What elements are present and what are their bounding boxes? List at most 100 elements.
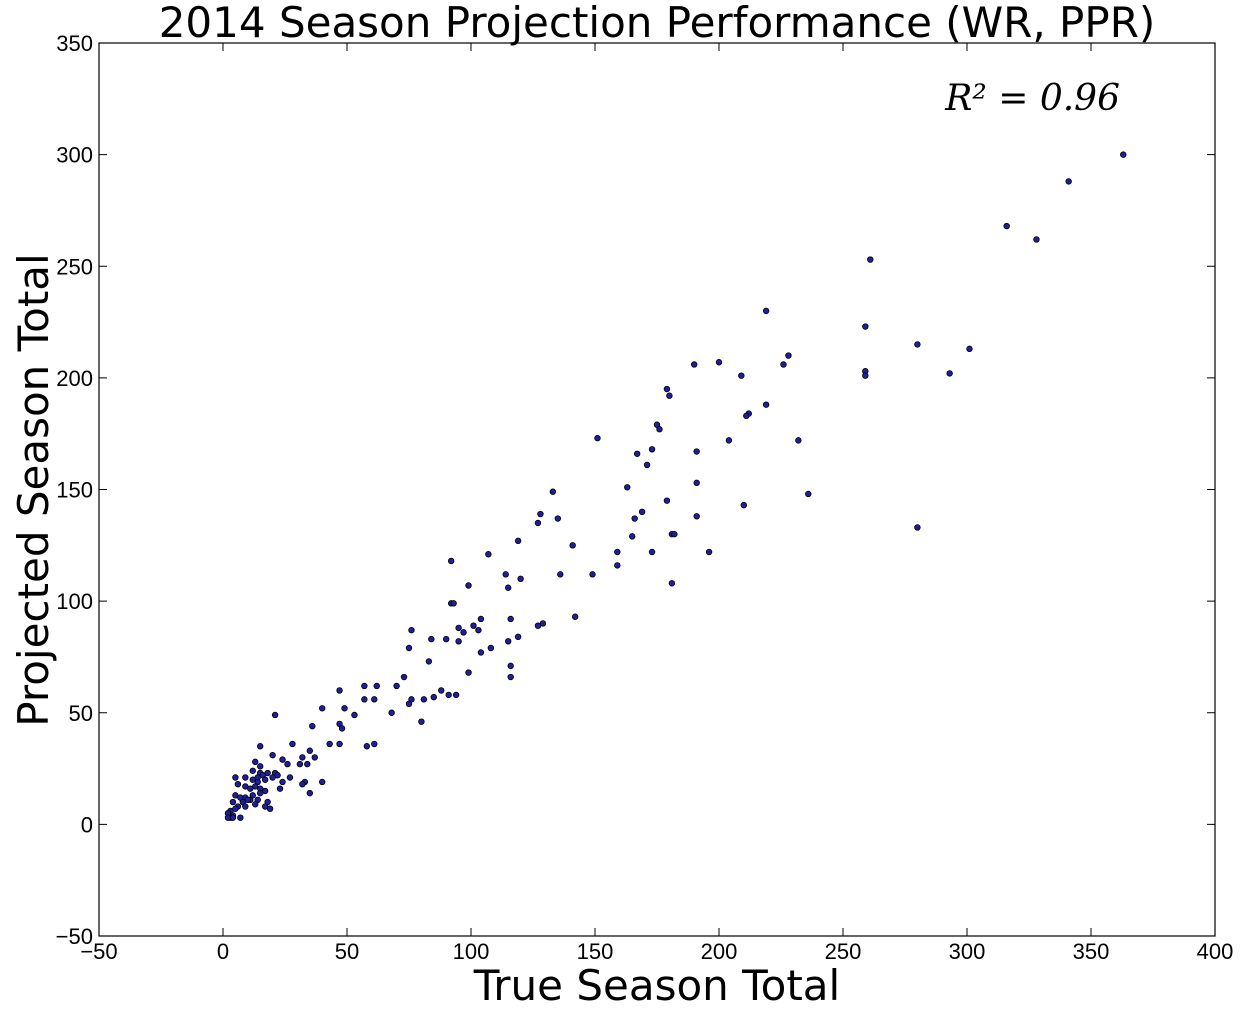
data-point (762, 307, 770, 315)
data-point (487, 644, 495, 652)
data-point (361, 682, 368, 690)
data-point (1033, 236, 1040, 243)
y-tick-label: 50 (69, 701, 93, 726)
data-point (740, 501, 747, 509)
data-point (443, 635, 450, 643)
data-point (862, 372, 869, 379)
data-point (505, 584, 512, 591)
x-tick-label: 300 (949, 939, 986, 964)
data-point (633, 450, 641, 457)
data-point (447, 557, 455, 565)
y-axis-label: Projected Season Total (9, 253, 58, 726)
data-point (400, 673, 408, 681)
data-point (795, 437, 802, 444)
data-point (914, 341, 921, 348)
data-point (405, 644, 413, 652)
data-point (266, 805, 274, 812)
data-point (505, 638, 512, 645)
data-point (306, 789, 313, 797)
data-point (252, 758, 259, 766)
data-point (249, 767, 256, 774)
data-point (420, 696, 428, 703)
data-point (966, 345, 973, 353)
data-point (296, 760, 304, 768)
data-point (304, 760, 311, 768)
y-tick-label: 100 (56, 589, 93, 614)
data-point (785, 352, 792, 359)
x-tick-label: −50 (80, 939, 117, 964)
data-point (534, 622, 542, 629)
data-point (624, 484, 631, 491)
data-point (475, 626, 482, 634)
data-point (237, 814, 244, 821)
data-point (643, 461, 651, 469)
data-point (571, 613, 579, 620)
data-point (430, 693, 437, 701)
data-point (276, 785, 284, 792)
data-point (279, 778, 286, 786)
data-point (271, 711, 279, 719)
x-tick-label: 400 (1197, 939, 1234, 964)
data-point (428, 635, 435, 643)
data-point (326, 740, 333, 748)
data-point (725, 437, 733, 444)
data-point (393, 682, 400, 690)
data-point (1003, 222, 1010, 230)
data-point (668, 580, 676, 587)
data-point (319, 778, 326, 786)
data-point (862, 323, 869, 330)
x-tick-label: 0 (217, 939, 229, 964)
data-point (257, 743, 264, 750)
data-point (264, 769, 271, 777)
y-tick-label: 250 (56, 254, 93, 279)
data-point (614, 548, 621, 556)
data-point (299, 754, 306, 761)
data-point (465, 669, 472, 676)
data-point (867, 256, 874, 263)
data-point (341, 705, 348, 712)
data-point (507, 615, 514, 623)
data-point (242, 774, 249, 781)
data-point (361, 696, 368, 703)
y-tick-label: 300 (56, 143, 93, 168)
chart-title: 2014 Season Projection Performance (WR, … (159, 0, 1156, 47)
data-point (517, 575, 524, 582)
data-point (311, 754, 318, 761)
x-axis-label: True Season Total (473, 961, 840, 1010)
data-point (336, 687, 343, 694)
data-point (691, 361, 698, 368)
data-point (229, 798, 237, 806)
data-point (465, 582, 472, 589)
data-point (629, 533, 636, 540)
data-point (656, 426, 663, 433)
plot-area (98, 42, 1216, 937)
data-point (554, 515, 561, 522)
data-point (425, 658, 433, 665)
data-point (502, 571, 509, 578)
x-tick-label: 200 (701, 939, 738, 964)
x-tick-label: 100 (453, 939, 490, 964)
data-point (705, 548, 713, 556)
data-point (452, 691, 460, 699)
data-point (284, 760, 291, 768)
data-point (477, 615, 485, 623)
data-point (232, 774, 239, 781)
data-point (373, 682, 380, 690)
data-point (549, 488, 557, 495)
data-point (450, 600, 457, 607)
data-point (371, 740, 378, 748)
data-point (663, 497, 671, 504)
data-point (269, 774, 276, 781)
data-point (309, 722, 316, 730)
r-squared-annotation: R² = 0.96 (944, 78, 1120, 119)
data-point (470, 622, 477, 629)
data-point (805, 490, 812, 498)
data-point (507, 673, 514, 681)
data-point (234, 780, 242, 788)
data-point (289, 740, 296, 748)
data-point (418, 718, 425, 725)
x-tick-label: 250 (825, 939, 862, 964)
data-point (477, 649, 485, 656)
data-point (229, 814, 237, 821)
